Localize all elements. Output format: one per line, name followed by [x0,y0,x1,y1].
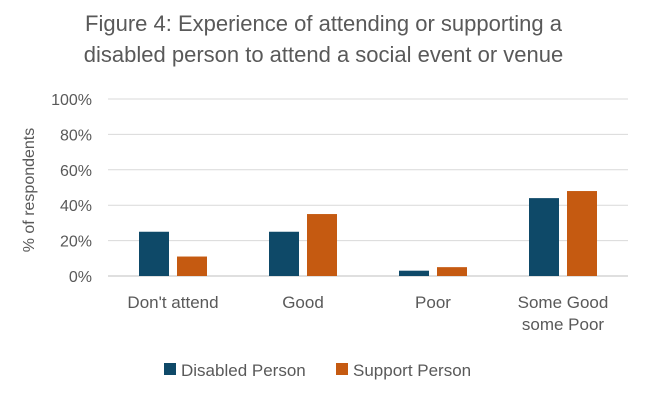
x-tick-label: Good [282,293,324,312]
legend-label: Disabled Person [181,361,306,380]
x-tick-label: some Poor [522,315,605,334]
bar [269,231,299,276]
y-tick-label: 60% [60,163,92,180]
y-axis-label: % of respondents [21,128,38,253]
x-tick-label: Don't attend [127,293,218,312]
bar [177,256,207,276]
bar [567,191,597,276]
legend-swatch [164,363,176,375]
bar [307,214,337,276]
bars [139,191,597,276]
bar [529,198,559,276]
chart-title-line-2: disabled person to attend a social event… [83,42,564,67]
bar [437,267,467,276]
legend-swatch [336,363,348,375]
chart-title-line-1: Figure 4: Experience of attending or sup… [85,11,562,36]
bar [139,231,169,276]
y-tick-label: 40% [60,198,92,215]
y-tick-label: 20% [60,234,92,251]
x-tick-label: Poor [415,293,451,312]
x-tick-label: Some Good [518,293,609,312]
y-tick-labels: 0% 20% 40% 60% 80% 100% [51,92,92,286]
y-tick-label: 0% [69,269,92,286]
chart-title: Figure 4: Experience of attending or sup… [0,8,647,70]
x-category-labels: Don't attend Good Poor Some Good some Poor [127,293,608,334]
y-tick-label: 100% [51,92,92,109]
legend: Disabled Person Support Person [164,361,471,380]
y-tick-label: 80% [60,127,92,144]
legend-label: Support Person [353,361,471,380]
bar [399,270,429,276]
